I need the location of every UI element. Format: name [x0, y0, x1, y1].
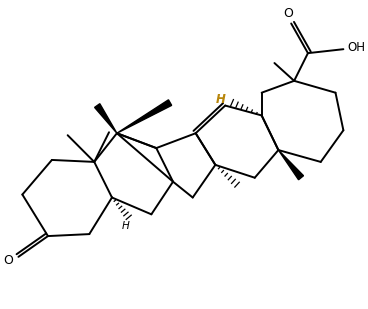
Text: O: O — [4, 254, 14, 267]
Text: H: H — [122, 221, 130, 231]
Text: OH: OH — [347, 41, 365, 54]
Polygon shape — [117, 100, 171, 133]
Text: O: O — [283, 6, 293, 19]
Polygon shape — [95, 104, 117, 133]
Text: H: H — [215, 93, 225, 106]
Polygon shape — [278, 150, 304, 180]
